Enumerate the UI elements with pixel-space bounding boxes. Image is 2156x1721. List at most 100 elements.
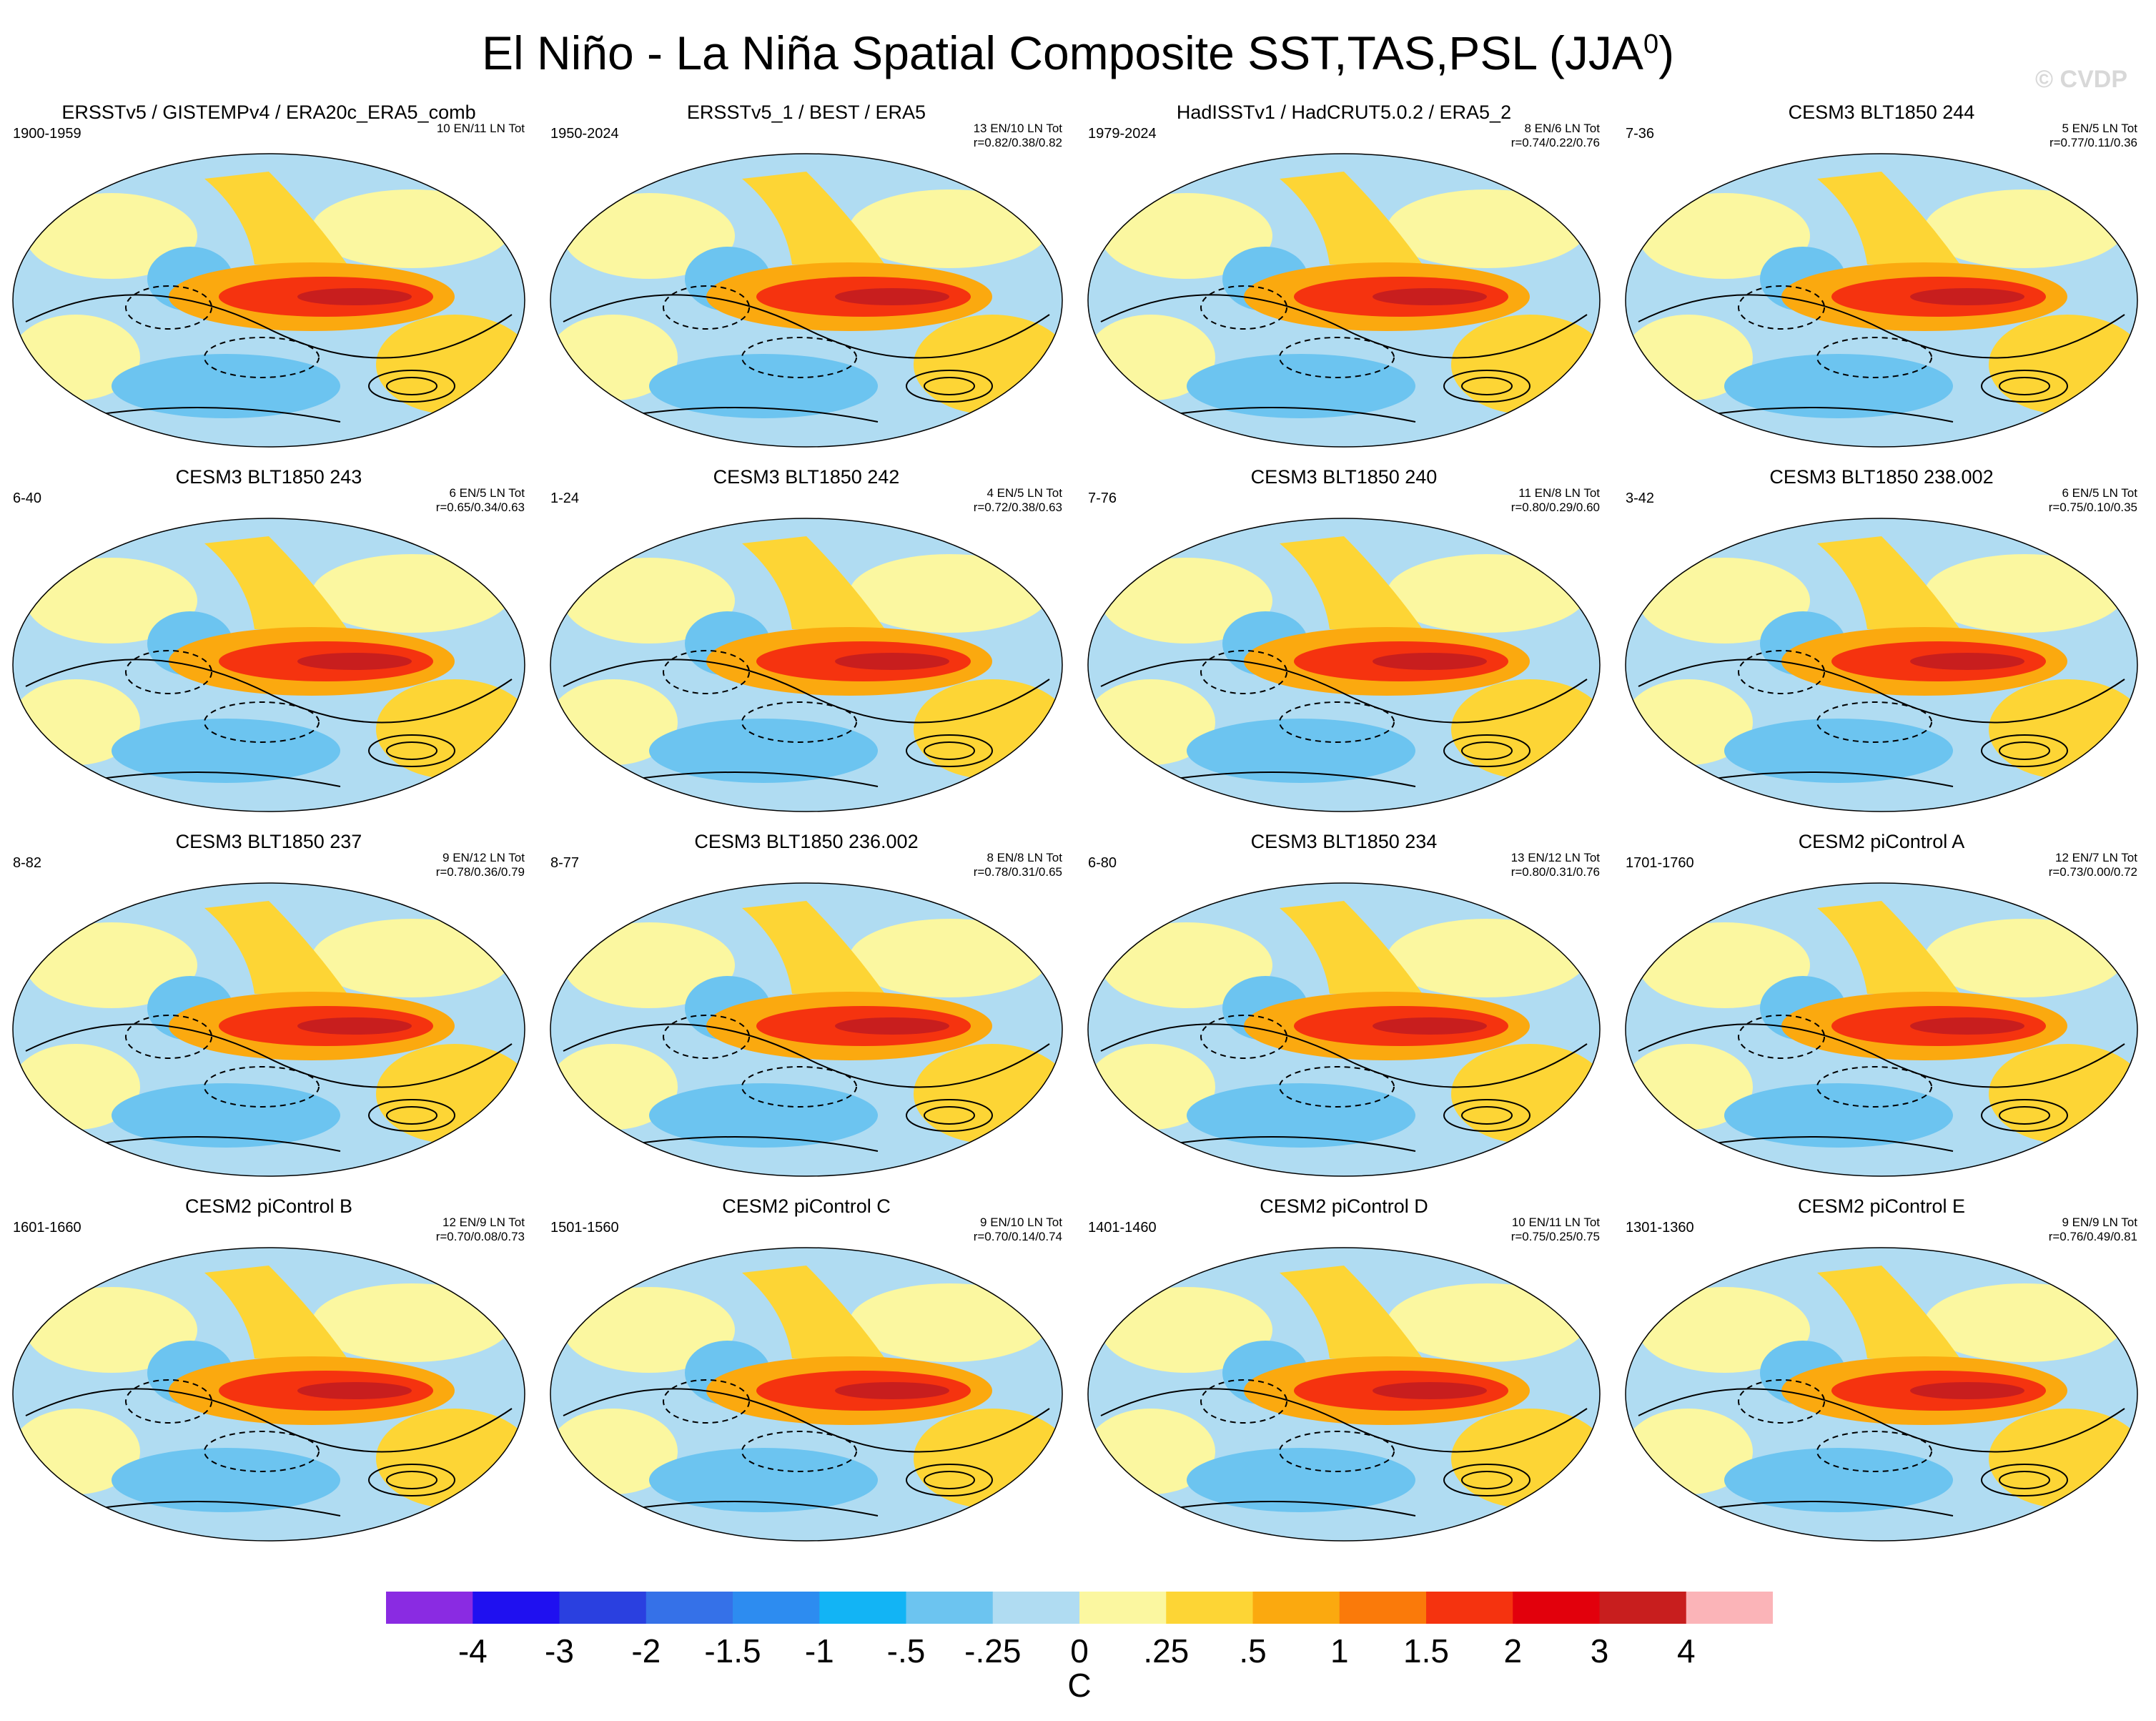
panel-correlation: r=0.80/0.29/0.60 [1510,500,1600,514]
colorbar-swatch [1339,1592,1427,1624]
panel-years: 6-40 [13,490,42,506]
panel-title: ERSSTv5_1 / BEST / ERA5 [686,102,926,123]
watermark: © CVDP [2035,66,2127,93]
panel-title: CESM2 piControl E [1797,1195,1966,1217]
map-panel: CESM2 piControl E 1301-1360 9 EN/9 LN Tot r… [1617,1194,2146,1552]
map-globe [1625,882,2138,1177]
panel-title: CESM3 BLT1850 236.002 [694,831,919,852]
colorbar-swatch [819,1592,906,1624]
panel-years: 7-36 [1626,126,1655,142]
colorbar-swatch [559,1592,647,1624]
panel-years: 1701-1760 [1626,855,1694,871]
map-panel: CESM3 BLT1850 238.002 3-42 6 EN/5 LN Tot r=… [1617,465,2146,822]
figure-title: El Niño - La Niña Spatial Composite SST,… [481,26,1675,79]
panel-years: 8-77 [550,855,580,871]
panel-event-count: 6 EN/5 LN Tot [449,486,525,500]
panel-event-count: 6 EN/5 LN Tot [2062,486,2137,500]
map-panel: CESM3 BLT1850 234 6-80 13 EN/12 LN Tot r=0.… [1079,829,1608,1187]
map-panel: ERSSTv5 / GISTEMPv4 / ERA20c_ERA5_comb 19… [4,100,533,458]
panel-correlation: r=0.75/0.25/0.75 [1510,1230,1600,1243]
panel-title: CESM2 piControl A [1798,831,1965,852]
panel-correlation: r=0.77/0.11/0.36 [2049,136,2137,149]
map-panel: CESM2 piControl A 1701-1760 12 EN/7 LN Tot… [1617,829,2146,1187]
panel-correlation: r=0.82/0.38/0.82 [973,136,1062,149]
panel-correlation: r=0.75/0.10/0.35 [2048,500,2137,514]
colorbar-swatch [733,1592,820,1624]
colorbar-label: .25 [1143,1632,1190,1670]
colorbar-swatch [1513,1592,1600,1624]
panel-event-count: 11 EN/8 LN Tot [1518,486,1600,500]
panel-event-count: 13 EN/12 LN Tot [1510,851,1600,864]
map-panel: ERSSTv5_1 / BEST / ERA5 1950-2024 13 EN/10… [542,100,1071,458]
panel-event-count: 9 EN/12 LN Tot [442,851,525,864]
map-panel: CESM2 piControl B 1601-1660 12 EN/9 LN Tot… [4,1194,533,1552]
panel-title: ERSSTv5 / GISTEMPv4 / ERA20c_ERA5_comb [61,102,476,123]
colorbar-label: -4 [458,1632,488,1670]
colorbar-swatch [473,1592,560,1624]
colorbar-swatch [1252,1592,1340,1624]
colorbar [386,1592,1773,1624]
panel-correlation: r=0.78/0.31/0.65 [973,865,1062,879]
map-panel: CESM3 BLT1850 244 7-36 5 EN/5 LN Tot r=0.77… [1617,100,2146,458]
panel-years: 6-80 [1088,855,1117,871]
map-globe [1625,1247,2138,1542]
panel-years: 1301-1360 [1626,1220,1694,1236]
panel-correlation: r=0.65/0.34/0.63 [435,500,525,514]
map-panel: CESM3 BLT1850 240 7-76 11 EN/8 LN Tot r=0.8… [1079,465,1608,822]
colorbar-swatch [1599,1592,1687,1624]
colorbar-label: 2 [1503,1632,1523,1670]
panel-event-count: 5 EN/5 LN Tot [2062,122,2137,135]
panel-correlation: r=0.70/0.14/0.74 [973,1230,1062,1243]
panel-correlation: r=0.70/0.08/0.73 [435,1230,525,1243]
colorbar-swatch [1426,1592,1513,1624]
colorbar-label: 0 [1070,1632,1089,1670]
map-globe [12,1247,525,1542]
colorbar-label: .5 [1239,1632,1267,1670]
panel-event-count: 12 EN/9 LN Tot [442,1215,525,1229]
panel-event-count: 10 EN/11 LN Tot [436,122,525,135]
panel-years: 1950-2024 [550,126,619,142]
map-globe [550,518,1063,812]
colorbar-label: -1 [804,1632,834,1670]
panel-event-count: 8 EN/8 LN Tot [986,851,1062,864]
panel-title: CESM3 BLT1850 240 [1250,466,1438,488]
panel-event-count: 8 EN/6 LN Tot [1524,122,1600,135]
panel-correlation: r=0.78/0.36/0.79 [435,865,525,879]
colorbar-swatch [1079,1592,1167,1624]
panel-event-count: 12 EN/7 LN Tot [2055,851,2137,864]
panel-years: 1601-1660 [13,1220,81,1236]
colorbar-swatch [386,1592,473,1624]
panel-title: CESM3 BLT1850 243 [175,466,362,488]
panel-event-count: 9 EN/9 LN Tot [2062,1215,2137,1229]
panel-correlation: r=0.72/0.38/0.63 [973,500,1062,514]
colorbar-label: -3 [545,1632,574,1670]
map-panel: HadISSTv1 / HadCRUT5.0.2 / ERA5_2 1979-20… [1079,100,1608,458]
panel-years: 8-82 [13,855,42,871]
panel-years: 1401-1460 [1088,1220,1157,1236]
panel-title: CESM3 BLT1850 238.002 [1769,466,1994,488]
panel-correlation: r=0.74/0.22/0.76 [1510,136,1600,149]
colorbar-swatch [1686,1592,1773,1624]
map-globe [12,518,525,812]
panel-years: 3-42 [1626,490,1655,506]
colorbar-swatch [906,1592,994,1624]
panel-years: 1900-1959 [13,126,81,142]
map-globe [1087,153,1601,448]
map-globe [1625,153,2138,448]
colorbar-swatch [992,1592,1080,1624]
panel-title: CESM2 piControl C [722,1195,891,1217]
colorbar-label: 1 [1330,1632,1349,1670]
panel-correlation: r=0.76/0.49/0.81 [2048,1230,2137,1243]
colorbar-label: -.25 [964,1632,1022,1670]
colorbar-label: -2 [631,1632,661,1670]
map-globe [12,882,525,1177]
map-globe [550,882,1063,1177]
map-panel: CESM2 piControl D 1401-1460 10 EN/11 LN To… [1079,1194,1608,1552]
panel-years: 1-24 [550,490,580,506]
panel-title: CESM3 BLT1850 237 [175,831,362,852]
panel-event-count: 4 EN/5 LN Tot [986,486,1062,500]
panel-title: CESM2 piControl D [1260,1195,1428,1217]
panel-event-count: 9 EN/10 LN Tot [980,1215,1062,1229]
map-panel: CESM3 BLT1850 236.002 8-77 8 EN/8 LN Tot r=… [542,829,1071,1187]
panel-event-count: 10 EN/11 LN Tot [1511,1215,1600,1229]
